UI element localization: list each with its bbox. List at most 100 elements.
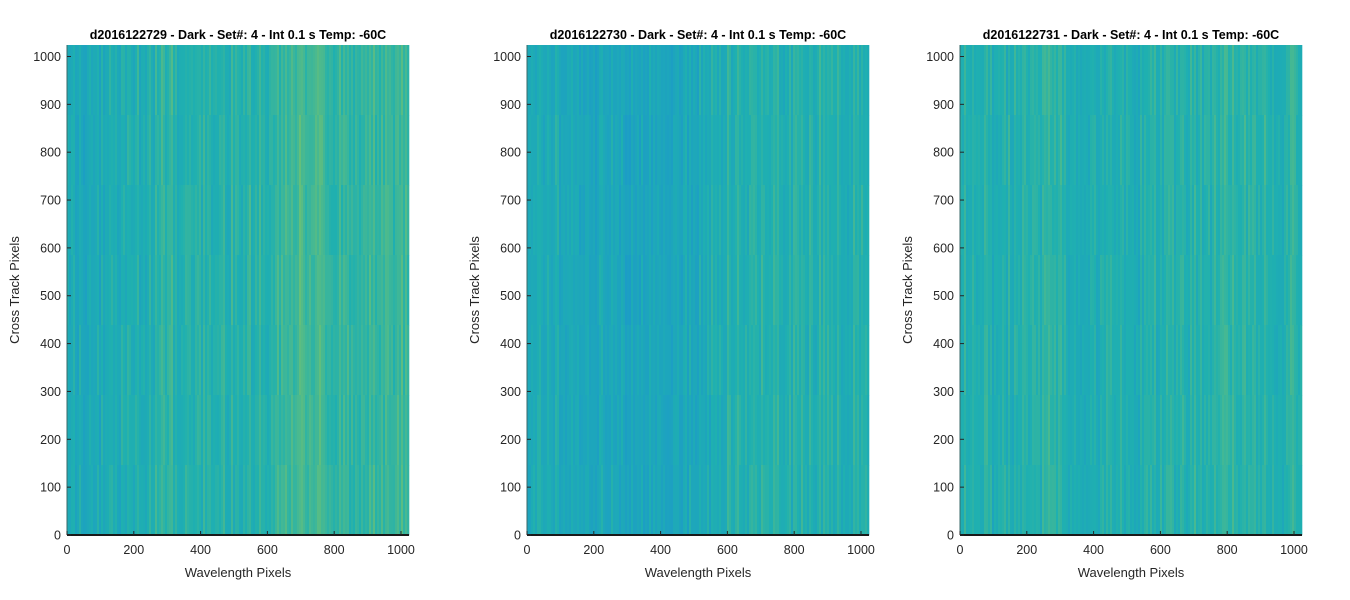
heatmap-cell: [109, 45, 112, 116]
heatmap-cell: [791, 465, 794, 536]
heatmap-cell: [733, 325, 736, 396]
heatmap-cell: [273, 185, 276, 256]
heatmap-cell: [1036, 325, 1039, 396]
heatmap-cell: [761, 45, 764, 116]
heatmap-cell: [1174, 115, 1177, 186]
heatmap-cell: [815, 465, 818, 536]
heatmap-cell: [1172, 255, 1175, 326]
heatmap-cell: [769, 395, 772, 466]
heatmap-cell: [531, 45, 534, 116]
heatmap-cell: [1040, 325, 1043, 396]
heatmap-cell: [1186, 325, 1189, 396]
heatmap-cell: [249, 185, 252, 256]
heatmap-cell: [71, 45, 74, 116]
heatmap-cell: [841, 395, 844, 466]
heatmap-cell: [591, 255, 594, 326]
heatmap-cell: [1174, 45, 1177, 116]
heatmap-cell: [1208, 395, 1211, 466]
heatmap-cell: [717, 45, 720, 116]
heatmap-cell: [537, 45, 540, 116]
heatmap-cell: [970, 185, 973, 256]
heatmap-cell: [1010, 325, 1013, 396]
heatmap-cell: [1100, 115, 1103, 186]
heatmap-cell: [565, 325, 568, 396]
heatmap-cell: [980, 325, 983, 396]
heatmap-cell: [113, 325, 116, 396]
heatmap-cell: [691, 465, 694, 536]
heatmap-cell: [203, 395, 206, 466]
heatmap-cell: [639, 465, 642, 536]
heatmap-cell: [353, 255, 356, 326]
heatmap-cell: [613, 395, 616, 466]
heatmap-cell: [1164, 465, 1167, 536]
heatmap-cell: [685, 185, 688, 256]
heatmap-cell: [279, 185, 282, 256]
y-tick-label: 300: [500, 385, 521, 399]
heatmap-cell: [661, 465, 664, 536]
heatmap-cell: [725, 115, 728, 186]
heatmap-cell: [709, 45, 712, 116]
heatmap-cell: [73, 115, 76, 186]
heatmap-cell: [575, 325, 578, 396]
heatmap-cell: [835, 255, 838, 326]
heatmap-cell: [369, 395, 372, 466]
heatmap-cell: [269, 45, 272, 116]
heatmap-cell: [1284, 255, 1287, 326]
heatmap-cell: [591, 115, 594, 186]
heatmap-cell: [235, 255, 238, 326]
heatmap-cell: [737, 185, 740, 256]
heatmap-cell: [203, 115, 206, 186]
heatmap-cell: [1030, 185, 1033, 256]
heatmap-cell: [1082, 115, 1085, 186]
heatmap-cell: [677, 185, 680, 256]
heatmap-cell: [95, 325, 98, 396]
heatmap-cell: [395, 465, 398, 536]
heatmap-cell: [245, 255, 248, 326]
heatmap-cell: [213, 45, 216, 116]
heatmap-cell: [327, 45, 330, 116]
heatmap-cell: [1158, 45, 1161, 116]
heatmap-cell: [101, 255, 104, 326]
heatmap-cell: [587, 325, 590, 396]
heatmap-cell: [699, 115, 702, 186]
heatmap-cell: [381, 465, 384, 536]
heatmap-cell: [79, 115, 82, 186]
heatmap-cell: [247, 115, 250, 186]
heatmap-cell: [1244, 395, 1247, 466]
heatmap-cell: [801, 45, 804, 116]
heatmap-cell: [1056, 325, 1059, 396]
heatmap-cell: [299, 185, 302, 256]
heatmap-cell: [369, 465, 372, 536]
heatmap-cell: [1258, 395, 1261, 466]
heatmap-cell: [293, 325, 296, 396]
heatmap-cell: [970, 115, 973, 186]
heatmap-cell: [121, 255, 124, 326]
heatmap-cell: [403, 255, 406, 326]
heatmap-cell: [399, 185, 402, 256]
heatmap-cell: [964, 465, 967, 536]
heatmap-cell: [1042, 185, 1045, 256]
heatmap-cell: [847, 45, 850, 116]
heatmap-cell: [115, 45, 118, 116]
heatmap-cell: [992, 465, 995, 536]
heatmap-cell: [257, 115, 260, 186]
heatmap-cell: [583, 45, 586, 116]
heatmap-cell: [289, 325, 292, 396]
heatmap-cell: [215, 395, 218, 466]
heatmap-cell: [777, 465, 780, 536]
heatmap-cell: [1122, 115, 1125, 186]
heatmap-cell: [393, 395, 396, 466]
heatmap-cell: [823, 45, 826, 116]
heatmap-cell: [271, 395, 274, 466]
heatmap-cell: [605, 185, 608, 256]
heatmap-cell: [193, 255, 196, 326]
heatmap-cell: [743, 45, 746, 116]
heatmap-cell: [1082, 185, 1085, 256]
heatmap-cell: [731, 465, 734, 536]
heatmap-cell: [257, 185, 260, 256]
heatmap-cell: [1286, 185, 1289, 256]
heatmap-cell: [529, 45, 532, 116]
heatmap-cell: [321, 45, 324, 116]
heatmap-cell: [1248, 115, 1251, 186]
heatmap-cell: [1172, 395, 1175, 466]
